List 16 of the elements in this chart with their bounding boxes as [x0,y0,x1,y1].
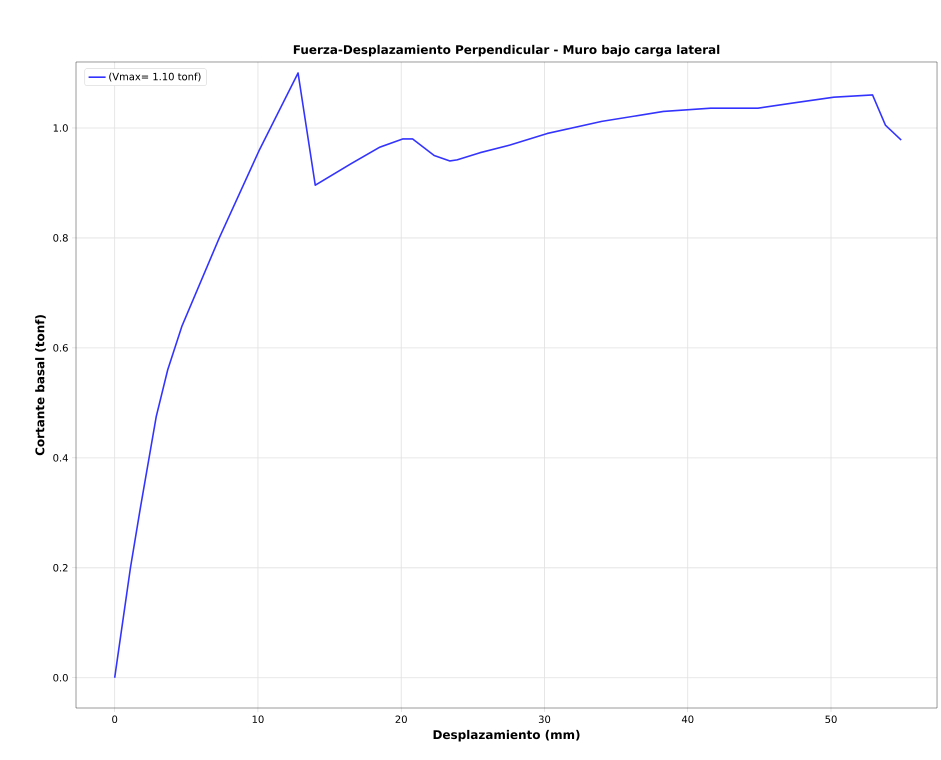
x-tick-label: 30 [538,716,550,724]
y-tick-label: 0.6 [53,344,68,352]
y-axis-title: Cortante basal (tonf) [35,315,46,456]
chart-title: Fuerza-Desplazamiento Perpendicular - Muro bajo carga lateral [294,44,720,56]
y-tick-label: 1.0 [54,124,68,132]
y-tick-label: 0.0 [53,674,68,682]
legend-label: (Vmax= 1.10 tonf) [109,72,201,82]
x-tick-label: 0 [112,716,118,724]
x-tick-label: 10 [252,716,264,724]
x-tick-label: 50 [825,716,837,724]
y-tick-label: 0.2 [53,564,68,572]
x-tick-label: 40 [682,716,694,724]
x-tick-label: 20 [396,716,407,724]
x-axis-title: Desplazamiento (mm) [434,730,580,742]
y-tick-label: 0.4 [53,454,68,462]
y-tick-label: 0.8 [53,234,68,242]
